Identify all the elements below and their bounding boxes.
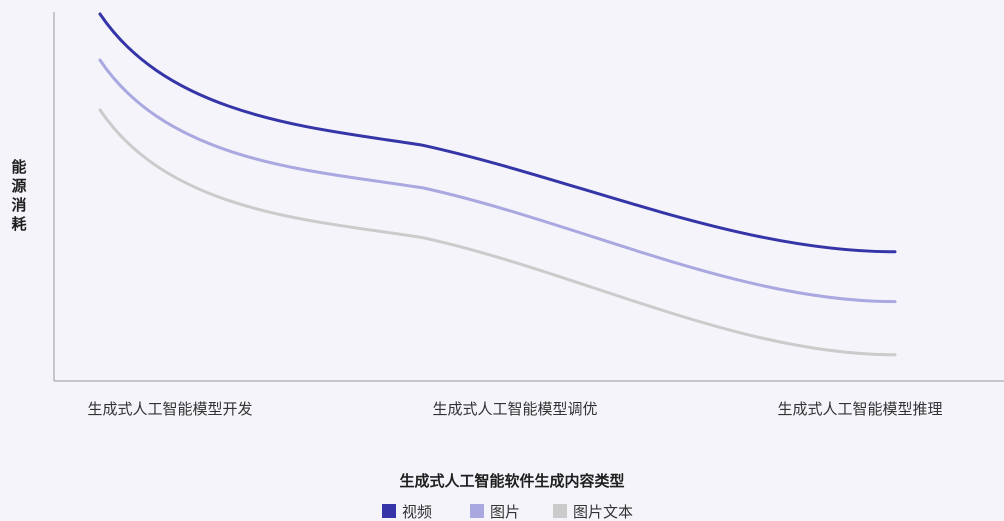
series-line-1: [98, 58, 897, 304]
x-tick-label-1: 生成式人工智能模型调优: [432, 400, 597, 418]
legend-item-2: 图片文本: [553, 503, 633, 521]
legend-swatch-0: [382, 504, 396, 518]
x-tick-label-0: 生成式人工智能模型开发: [87, 400, 252, 418]
series-line-0: [98, 12, 897, 254]
x-axis-title: 生成式人工智能软件生成内容类型: [399, 472, 624, 490]
legend-item-1: 图片: [470, 503, 520, 521]
legend-item-0: 视频: [382, 503, 432, 521]
x-tick-labels: 生成式人工智能模型开发 生成式人工智能模型调优 生成式人工智能模型推理: [87, 400, 942, 418]
legend-label-0: 视频: [402, 503, 432, 521]
legend: 视频 图片 图片文本: [382, 503, 633, 521]
axes: [53, 12, 1004, 382]
y-axis-title: 能源消耗: [11, 158, 26, 233]
x-tick-label-2: 生成式人工智能模型推理: [777, 400, 942, 418]
legend-swatch-2: [553, 504, 567, 518]
legend-label-2: 图片文本: [573, 503, 633, 521]
legend-label-1: 图片: [490, 503, 520, 521]
series-line-2: [98, 108, 897, 357]
series-layer: [98, 12, 897, 357]
legend-swatch-1: [470, 504, 484, 518]
